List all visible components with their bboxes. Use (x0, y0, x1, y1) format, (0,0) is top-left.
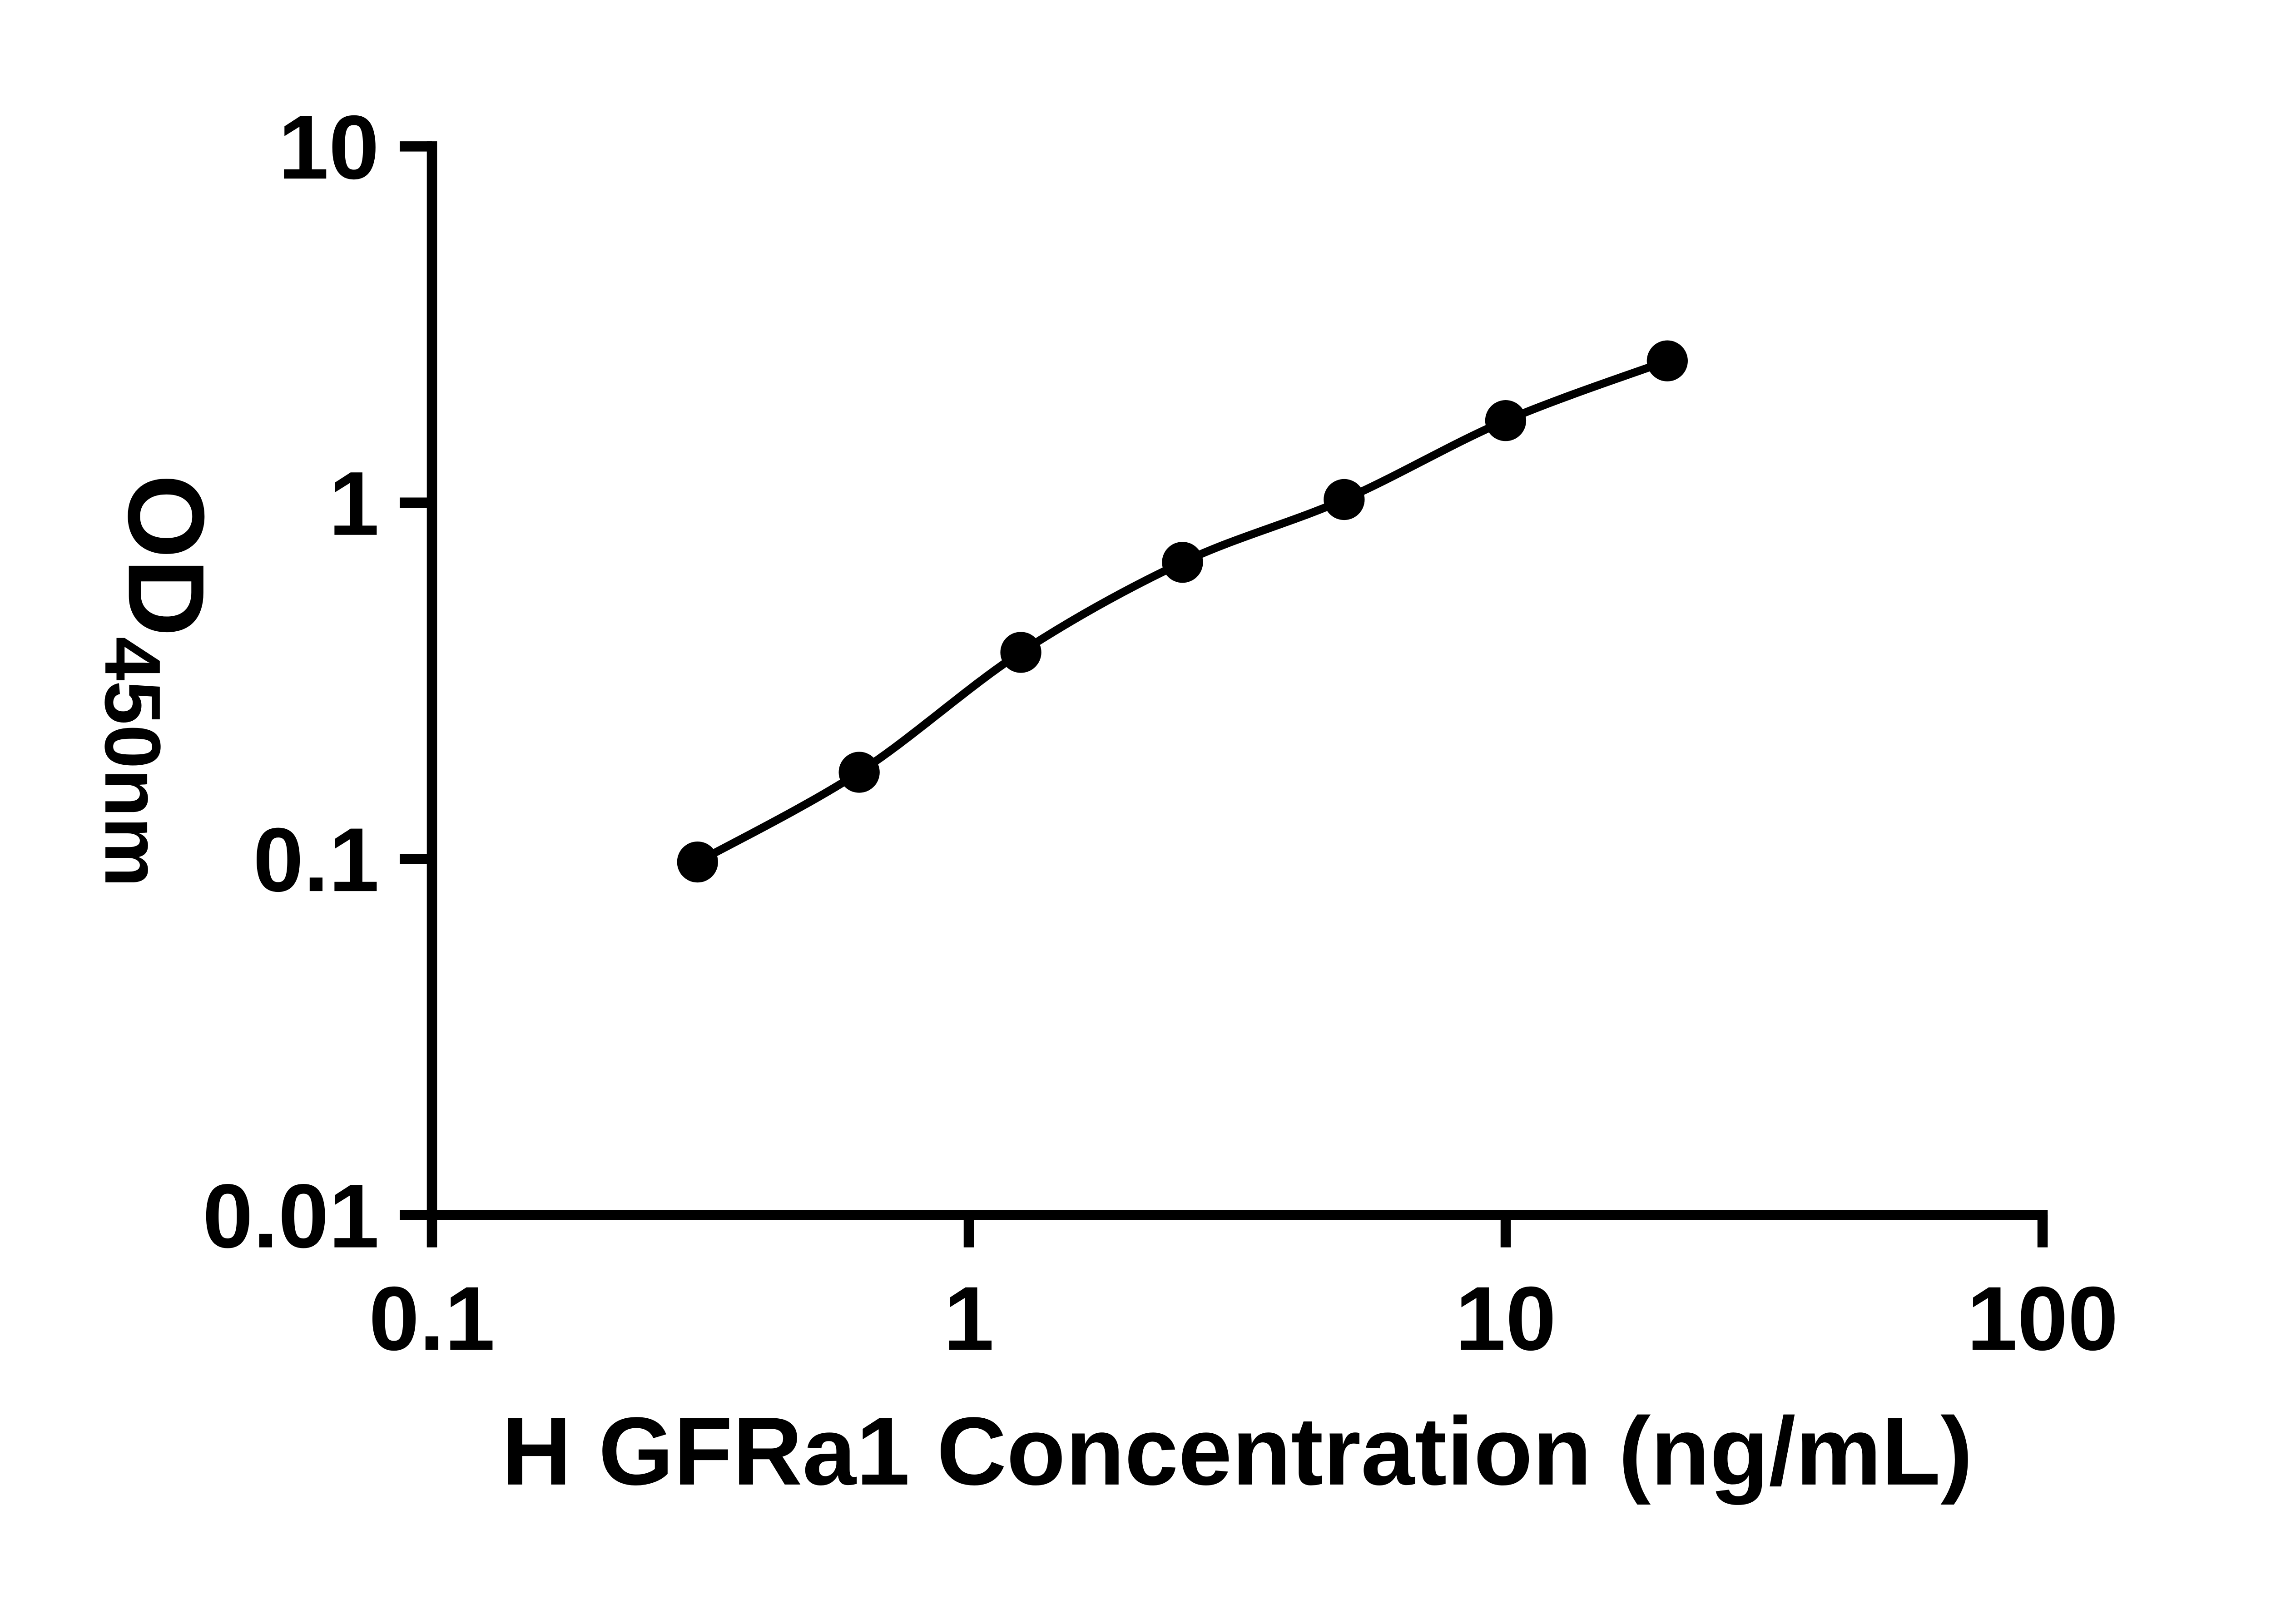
data-point (1485, 400, 1527, 441)
data-point (1162, 542, 1203, 583)
y-axis-tick-label: 1 (329, 453, 379, 555)
data-point (1324, 479, 1365, 520)
data-point (1000, 632, 1041, 673)
axis-spines (426, 141, 2048, 1220)
data-point (677, 841, 718, 883)
y-axis-tick-label: 0.1 (253, 809, 379, 911)
x-axis-tick-label: 1 (943, 1268, 994, 1369)
x-axis-tick-label: 0.1 (369, 1268, 495, 1369)
y-axis-title-main: OD (106, 474, 227, 637)
elisa-standard-curve-figure: 0.1 1 10 100 0.01 0.1 1 10 H GFRa1 Concentration… (89, 97, 2118, 1505)
x-axis-tick-label: 100 (1967, 1268, 2118, 1369)
fit-curve (695, 357, 1669, 866)
data-point (838, 752, 880, 793)
x-axis-tick-label: 10 (1455, 1268, 1556, 1369)
y-axis-tick-label: 0.01 (203, 1166, 379, 1267)
y-axis-title: OD450nm (89, 474, 227, 887)
data-point (1646, 340, 1688, 381)
x-axis-title: H GFRa1 Concentration (ng/mL) (502, 1397, 1973, 1505)
y-axis-title-subscript: 450nm (89, 637, 177, 887)
y-axis-tick-label: 10 (278, 97, 379, 198)
